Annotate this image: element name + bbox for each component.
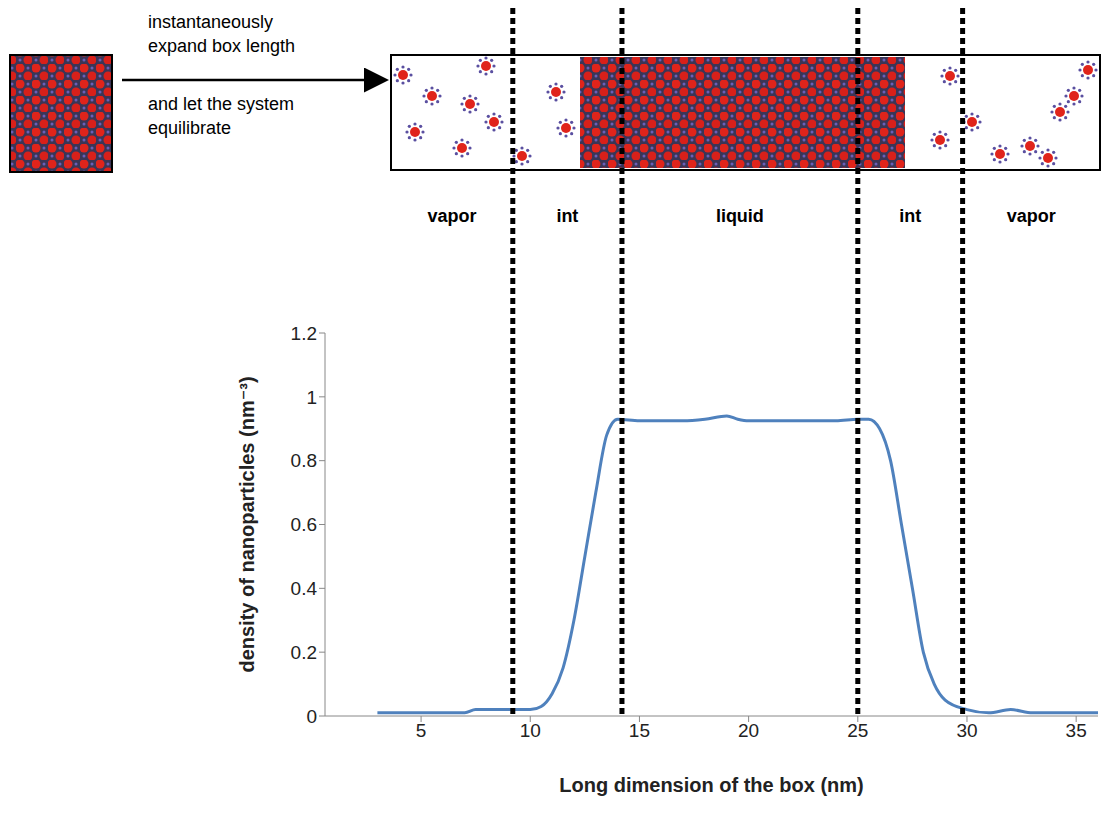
svg-text:equilibrate: equilibrate <box>148 118 231 138</box>
svg-text:Long dimension of the box (nm): Long dimension of the box (nm) <box>559 774 863 796</box>
svg-text:vapor: vapor <box>427 206 476 226</box>
svg-text:0.2: 0.2 <box>291 642 317 663</box>
svg-text:1: 1 <box>306 387 317 408</box>
svg-text:10: 10 <box>520 720 541 741</box>
svg-text:0.4: 0.4 <box>291 578 318 599</box>
svg-text:30: 30 <box>956 720 977 741</box>
svg-text:vapor: vapor <box>1007 206 1056 226</box>
svg-text:density of nanoparticles (nm⁻³: density of nanoparticles (nm⁻³) <box>236 376 258 672</box>
svg-text:and let the system: and let the system <box>148 94 294 114</box>
svg-text:0.6: 0.6 <box>291 514 317 535</box>
svg-text:int: int <box>899 206 921 226</box>
svg-text:20: 20 <box>738 720 759 741</box>
svg-text:expand box length: expand box length <box>148 36 295 56</box>
svg-text:35: 35 <box>1066 720 1087 741</box>
svg-text:5: 5 <box>416 720 427 741</box>
svg-text:0: 0 <box>306 706 317 727</box>
svg-text:instantaneously: instantaneously <box>148 12 273 32</box>
svg-text:1.2: 1.2 <box>291 323 317 344</box>
svg-text:15: 15 <box>629 720 650 741</box>
svg-text:int: int <box>556 206 578 226</box>
svg-text:liquid: liquid <box>716 206 764 226</box>
svg-text:25: 25 <box>847 720 868 741</box>
svg-text:0.8: 0.8 <box>291 450 317 471</box>
